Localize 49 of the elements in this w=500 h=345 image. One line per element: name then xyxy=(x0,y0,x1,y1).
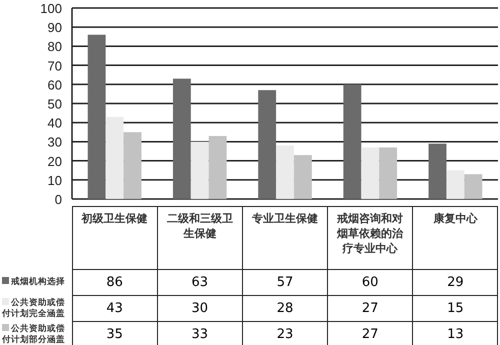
bar xyxy=(361,147,380,199)
data-label: 15 xyxy=(412,296,498,322)
y-tick-label: 0 xyxy=(54,192,62,207)
data-label: 57 xyxy=(242,270,328,296)
bar xyxy=(106,116,124,199)
y-tick-label: 80 xyxy=(48,39,62,54)
legend-label: 戒烟机构选择 xyxy=(10,276,66,289)
y-tick-label: 70 xyxy=(48,58,62,74)
y-tick-label: 60 xyxy=(48,77,62,92)
data-label: 63 xyxy=(157,270,242,296)
data-label: 13 xyxy=(412,322,498,345)
bar xyxy=(124,132,142,199)
bar xyxy=(464,174,482,199)
bar xyxy=(88,34,106,199)
data-label: 30 xyxy=(157,296,242,322)
data-label: 27 xyxy=(328,322,413,345)
data-label: 33 xyxy=(157,322,242,345)
bar xyxy=(258,90,276,199)
y-tick-label: 20 xyxy=(48,154,62,169)
bar xyxy=(190,142,209,199)
data-label: 43 xyxy=(72,296,158,322)
data-label: 29 xyxy=(412,270,498,296)
x-tick-label: 康复中心 xyxy=(412,206,498,270)
bar xyxy=(208,136,227,199)
x-tick-label: 初级卫生保健 xyxy=(72,206,158,270)
y-tick-label: 100 xyxy=(40,1,62,16)
y-tick-label: 50 xyxy=(48,96,62,112)
legend-label: 公共资助或偿付计划完全涵盖 xyxy=(1,296,66,320)
data-label: 23 xyxy=(242,322,328,345)
data-label: 27 xyxy=(328,296,413,322)
data-label: 28 xyxy=(242,296,328,322)
bar xyxy=(276,146,294,199)
data-label: 60 xyxy=(328,270,413,296)
data-label: 35 xyxy=(72,322,158,345)
x-tick-label: 戒烟咨询和对烟草依赖的治疗专业中心 xyxy=(328,206,413,270)
x-tick-label: 二级和三级卫生保健 xyxy=(157,206,242,270)
data-label: 86 xyxy=(72,270,158,296)
y-tick-label: 90 xyxy=(48,20,62,36)
y-tick-label: 40 xyxy=(48,116,62,131)
x-tick-label: 专业卫生保健 xyxy=(242,206,328,270)
bar xyxy=(172,78,191,199)
y-tick-label: 30 xyxy=(48,134,62,150)
bar xyxy=(446,170,464,199)
bar xyxy=(294,155,312,199)
legend-label: 公共资助或偿付计划部分涵盖 xyxy=(1,322,66,345)
bar xyxy=(343,84,362,199)
y-tick-label: 10 xyxy=(48,172,62,188)
bar xyxy=(379,147,398,199)
bar xyxy=(428,144,446,199)
